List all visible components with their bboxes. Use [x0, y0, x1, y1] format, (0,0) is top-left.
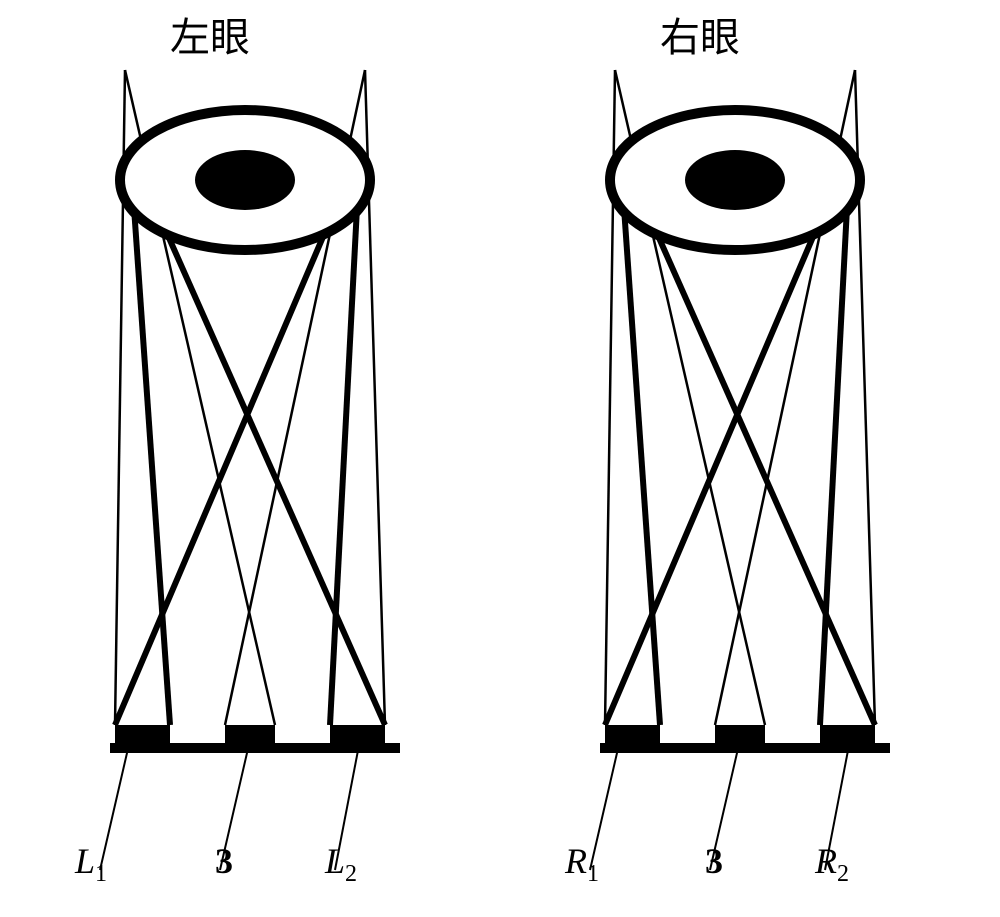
diagram-svg [0, 0, 1000, 917]
